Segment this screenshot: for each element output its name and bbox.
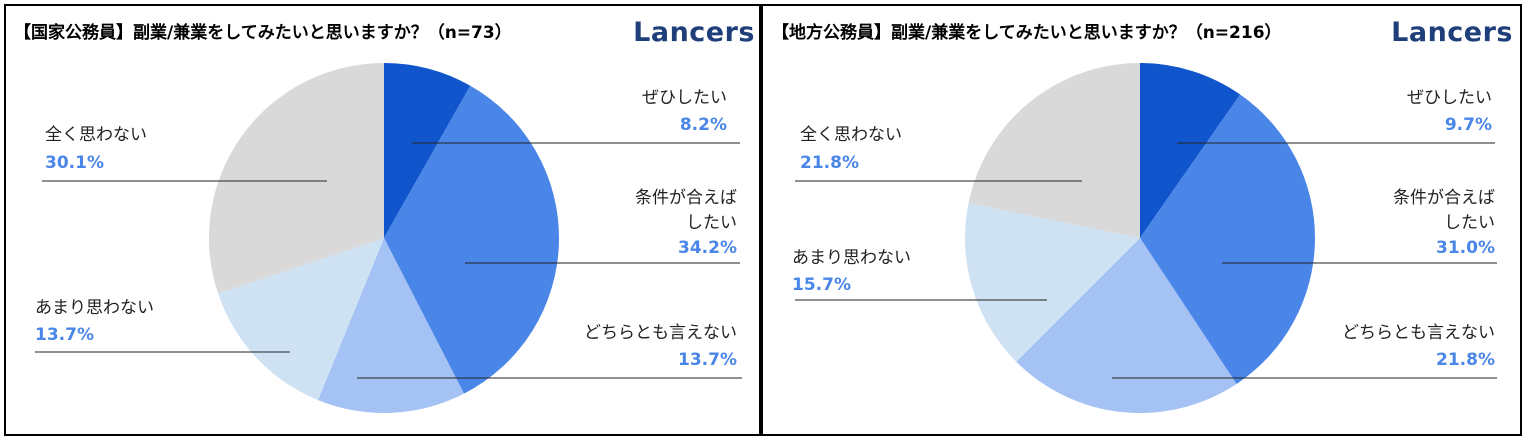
- value-cat0-left: 8.2%: [680, 115, 727, 135]
- label-cat1b-right: したい: [1444, 213, 1495, 233]
- pie-slice-4: [218, 238, 384, 401]
- pie-slice-5: [209, 63, 384, 294]
- pie-slice-4: [965, 203, 1140, 362]
- chart-title-right: 【地方公務員】副業/兼業をしてみたいと思いますか？（n=216）: [772, 22, 1282, 43]
- label-cat4-right: 全く思わない: [800, 125, 902, 145]
- value-cat2-left: 13.7%: [678, 350, 737, 370]
- pie-slice-3: [317, 238, 465, 413]
- value-cat4-right: 21.8%: [800, 153, 859, 173]
- label-cat2-left: どちらとも言えない: [584, 323, 737, 343]
- label-cat3-left: あまり思わない: [35, 298, 154, 318]
- value-cat1-left: 34.2%: [678, 238, 737, 258]
- value-cat1-right: 31.0%: [1436, 238, 1495, 258]
- lancers-logo-left: Lancers: [633, 17, 755, 48]
- pie-slice-3: [1016, 238, 1237, 414]
- pie-left: [209, 63, 559, 413]
- label-cat4-left: 全く思わない: [45, 125, 147, 145]
- value-cat2-right: 21.8%: [1436, 350, 1495, 370]
- value-cat3-left: 13.7%: [35, 325, 94, 345]
- lancers-logo-right: Lancers: [1391, 17, 1513, 48]
- label-cat3-right: あまり思わない: [792, 248, 911, 268]
- value-cat3-right: 15.7%: [792, 275, 851, 295]
- label-cat0-left: ぜひしたい: [642, 88, 727, 108]
- label-cat0-right: ぜひしたい: [1407, 88, 1492, 108]
- label-cat1a-left: 条件が合えば: [635, 188, 737, 208]
- pie-slice-1: [1140, 63, 1241, 238]
- value-cat0-right: 9.7%: [1445, 115, 1492, 135]
- label-cat1b-left: したい: [686, 213, 737, 233]
- pie-slice-2: [1140, 94, 1315, 384]
- value-cat4-left: 30.1%: [45, 153, 104, 173]
- pie-right: [965, 63, 1315, 414]
- label-cat1a-right: 条件が合えば: [1393, 188, 1495, 208]
- chart-title-left: 【国家公務員】副業/兼業をしてみたいと思いますか？（n=73）: [14, 22, 512, 43]
- pie-slice-1: [384, 63, 471, 238]
- label-cat2-right: どちらとも言えない: [1342, 323, 1495, 343]
- pie-slice-5: [968, 63, 1140, 238]
- pie-slice-2: [384, 85, 559, 394]
